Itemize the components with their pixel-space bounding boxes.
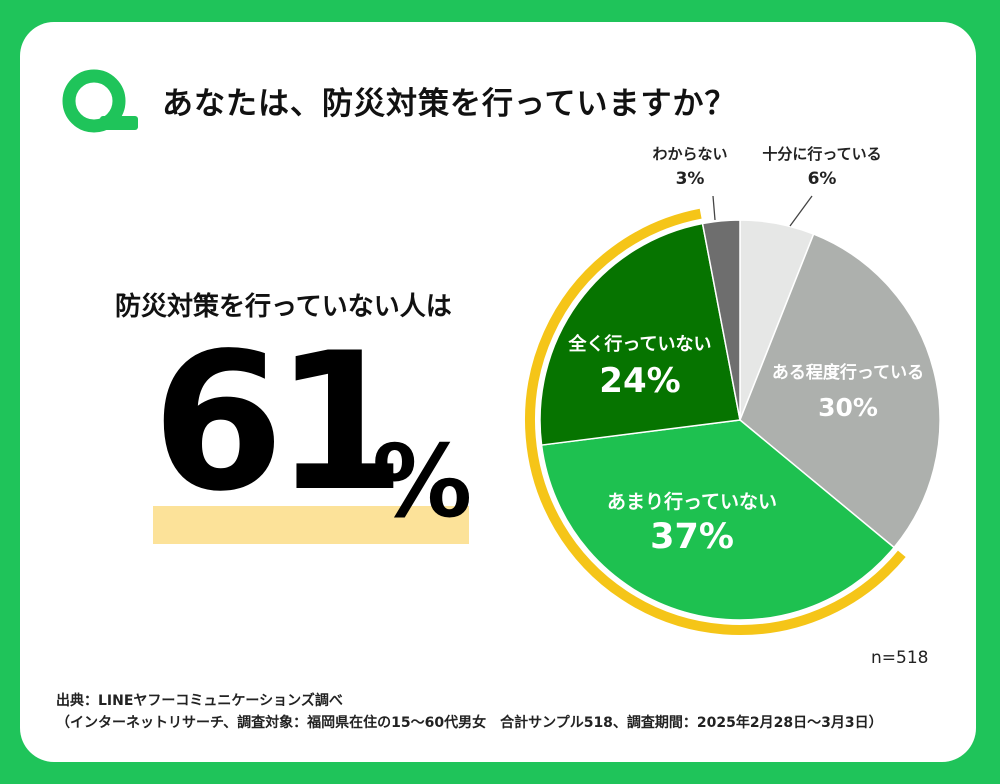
slice-value-0: 6% [808,169,837,189]
slice-label-3: 全く行っていない [567,333,711,355]
pie-slice-3 [539,222,741,446]
big-percentage-unit: % [372,423,473,540]
pie-slice-1 [739,233,941,549]
source-note: 出典：LINEヤフーコミュニケーションズ調べ （インターネットリサーチ、調査対象… [56,690,883,734]
q-icon [62,69,138,133]
big-percentage-number: 61 [152,312,406,533]
leader-line-4 [712,195,716,221]
leader-line-0 [789,195,813,227]
slice-label-4: わからない [652,145,727,163]
pie-slice-2 [540,419,896,621]
source-line-2: （インターネットリサーチ、調査対象：福岡県在住の15～60代男女 合計サンプル5… [56,715,883,731]
headline: 防災対策を行っていない人は [115,292,452,322]
source-line-1: 出典：LINEヤフーコミュニケーションズ調べ [56,693,343,709]
pie-slice-4 [701,219,741,421]
slice-label-0: 十分に行っている [762,145,881,163]
sample-size: n=518 [871,648,929,668]
slice-value-1: 30% [818,393,878,422]
slice-label-1: ある程度行っている [772,362,924,383]
question-title: あなたは、防災対策を行っていますか？ [162,86,737,122]
slice-value-4: 3% [676,169,705,189]
highlight-bar [153,506,469,544]
highlight-arc [525,208,906,635]
slice-value-2: 37% [650,517,734,557]
slice-label-2: あまり行っていない [607,490,777,513]
slice-value-3: 24% [599,361,680,401]
